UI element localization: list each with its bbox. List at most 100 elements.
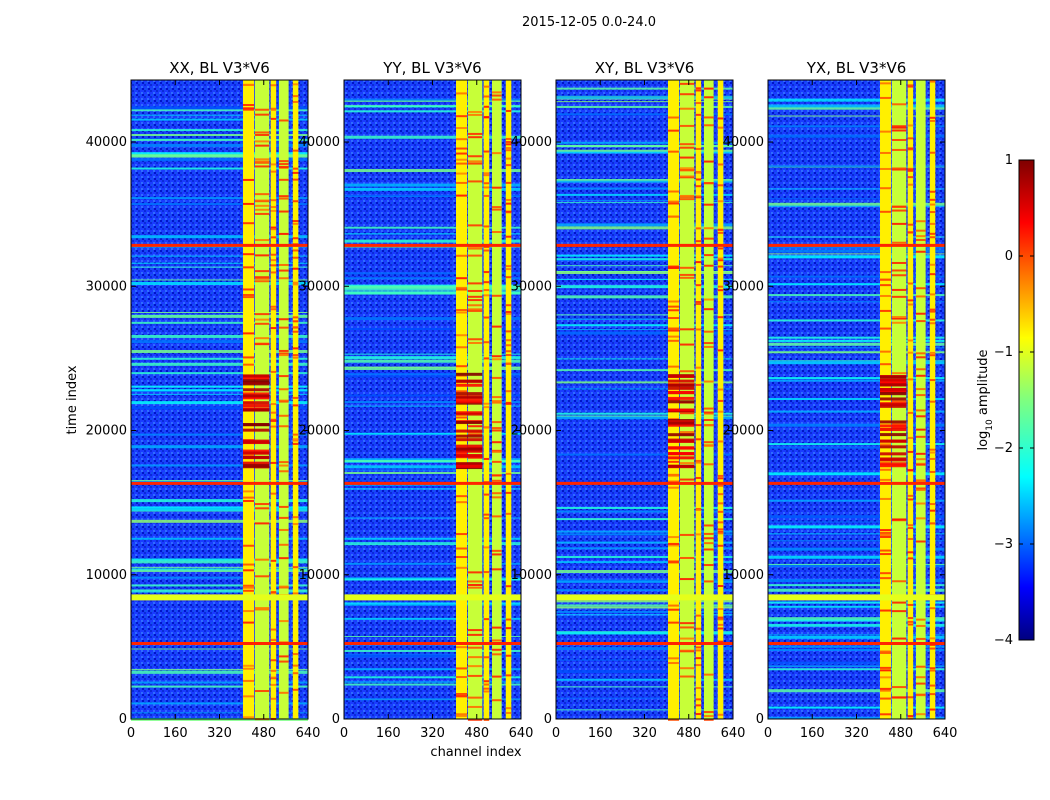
- x-tick-label: 160: [800, 726, 825, 741]
- band-fluctuation: [929, 263, 936, 266]
- band-fluctuation: [703, 203, 714, 206]
- band-fluctuation: [292, 95, 299, 98]
- x-tick-label: 320: [844, 726, 869, 741]
- band-fluctuation: [254, 208, 270, 211]
- time-streak: [556, 412, 733, 415]
- burst-row: [456, 444, 483, 448]
- band-fluctuation: [505, 198, 512, 201]
- band-fluctuation: [483, 95, 490, 98]
- time-streak: [768, 617, 945, 621]
- band-fluctuation: [456, 115, 468, 118]
- burst-row: [243, 381, 270, 385]
- band-fluctuation: [880, 443, 892, 446]
- band-fluctuation: [703, 380, 714, 383]
- band-fluctuation: [483, 687, 490, 690]
- band-fluctuation: [891, 241, 907, 244]
- burst-row: [880, 439, 907, 443]
- band-fluctuation: [695, 195, 702, 198]
- band-fluctuation: [907, 450, 914, 453]
- band-fluctuation: [891, 205, 907, 208]
- burst-row: [880, 403, 907, 407]
- band-fluctuation: [915, 374, 926, 377]
- band-fluctuation: [456, 695, 468, 698]
- band-fluctuation: [254, 343, 270, 346]
- band-fluctuation: [907, 137, 914, 140]
- band-fluctuation: [243, 108, 255, 111]
- time-streak: [131, 519, 308, 523]
- band-fluctuation: [929, 310, 936, 313]
- time-streak: [556, 358, 733, 360]
- band-fluctuation: [915, 502, 926, 505]
- band-fluctuation: [915, 479, 926, 482]
- band-fluctuation: [483, 182, 490, 185]
- band-fluctuation: [254, 337, 270, 340]
- time-streak: [344, 653, 521, 655]
- band-fluctuation: [915, 487, 926, 490]
- band-fluctuation: [695, 102, 702, 105]
- burst-row: [668, 408, 695, 412]
- band-fluctuation: [679, 343, 695, 346]
- burst-row: [668, 446, 695, 450]
- band-fluctuation: [270, 559, 277, 562]
- band-fluctuation: [880, 535, 892, 538]
- burst-row: [880, 375, 907, 379]
- burst-row: [456, 396, 483, 400]
- band-fluctuation: [695, 366, 702, 369]
- y-tick-label: 30000: [511, 279, 552, 294]
- band-fluctuation: [292, 171, 299, 174]
- band-fluctuation: [915, 352, 926, 355]
- time-streak: [556, 415, 733, 417]
- band-fluctuation: [880, 151, 892, 154]
- band-fluctuation: [456, 194, 468, 197]
- band-fluctuation: [243, 266, 255, 269]
- band-fluctuation: [717, 184, 724, 187]
- time-streak: [131, 138, 308, 141]
- strong-time-row: [556, 641, 733, 645]
- burst-row: [668, 374, 695, 378]
- band-fluctuation: [668, 300, 680, 303]
- burst-row: [456, 383, 483, 387]
- time-streak: [768, 540, 945, 542]
- band-fluctuation: [703, 160, 714, 163]
- time-streak: [131, 266, 308, 268]
- time-streak: [131, 312, 308, 314]
- time-streak: [131, 576, 308, 579]
- band-fluctuation: [270, 163, 277, 166]
- time-streak: [131, 568, 308, 571]
- band-fluctuation: [270, 199, 277, 202]
- time-streak: [768, 188, 945, 190]
- rfi-channel-band: [505, 80, 512, 719]
- band-fluctuation: [717, 163, 724, 166]
- burst-row: [880, 464, 907, 468]
- band-fluctuation: [483, 174, 490, 177]
- band-fluctuation: [483, 105, 490, 108]
- band-fluctuation: [880, 167, 892, 170]
- band-fluctuation: [891, 168, 907, 171]
- band-fluctuation: [703, 411, 714, 414]
- band-fluctuation: [703, 407, 714, 410]
- band-fluctuation: [243, 293, 255, 296]
- band-fluctuation: [703, 441, 714, 444]
- strong-time-row: [344, 481, 521, 485]
- band-fluctuation: [278, 263, 289, 266]
- burst-row: [243, 461, 270, 465]
- band-fluctuation: [915, 320, 926, 323]
- band-fluctuation: [679, 107, 695, 110]
- band-fluctuation: [915, 618, 926, 621]
- band-fluctuation: [907, 617, 914, 620]
- time-streak: [768, 198, 945, 200]
- band-fluctuation: [467, 309, 483, 312]
- band-fluctuation: [880, 553, 892, 556]
- panel-background: [131, 80, 308, 719]
- band-fluctuation: [703, 330, 714, 333]
- band-fluctuation: [505, 310, 512, 313]
- band-fluctuation: [891, 696, 907, 699]
- band-fluctuation: [467, 456, 483, 459]
- time-streak: [556, 600, 733, 603]
- band-fluctuation: [929, 644, 936, 647]
- band-fluctuation: [891, 269, 907, 272]
- time-streak: [344, 517, 521, 519]
- colorbar-tick-label: −3: [994, 537, 1013, 552]
- band-fluctuation: [491, 206, 502, 209]
- band-fluctuation: [270, 170, 277, 173]
